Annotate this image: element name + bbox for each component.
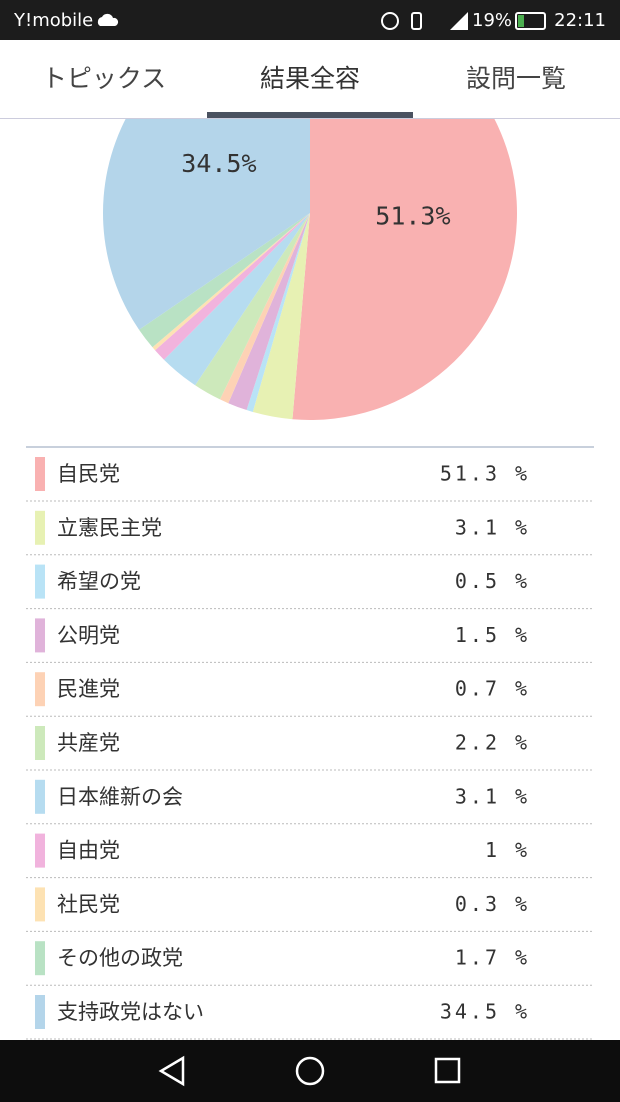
legend-unit: % <box>515 731 527 755</box>
legend-label: 公明党 <box>57 623 120 647</box>
tab-bar <box>0 40 620 118</box>
legend-unit: % <box>515 892 527 916</box>
legend-label: 共産党 <box>57 731 120 755</box>
legend-unit: % <box>515 784 527 808</box>
legend-swatch <box>35 726 45 760</box>
pie-slice <box>155 213 310 360</box>
legend-swatch <box>35 457 45 491</box>
pie-slice <box>139 213 310 348</box>
legend-swatch <box>35 564 45 599</box>
legend-swatch <box>35 941 45 976</box>
legend-unit: % <box>515 515 527 539</box>
clock: 22:11 <box>554 10 606 31</box>
tab-active[interactable]: 結果全容 <box>260 64 360 93</box>
pie-slice <box>163 213 310 386</box>
battery-percent: 19% <box>472 10 512 31</box>
recents-button[interactable] <box>434 1057 461 1084</box>
legend-label: 支持政党はない <box>57 1000 204 1024</box>
legend-swatch <box>35 618 45 653</box>
battery-icon <box>515 12 546 30</box>
back-button[interactable] <box>158 1055 185 1087</box>
pie-slice <box>152 213 310 351</box>
legend-value: 51.3 <box>440 462 500 486</box>
pie-slice <box>228 213 310 411</box>
legend-label: 民進党 <box>57 677 120 701</box>
home-button[interactable] <box>295 1056 325 1086</box>
legend-swatch <box>35 510 45 545</box>
legend-value: 1 <box>485 838 500 862</box>
pie-slice <box>195 213 310 400</box>
legend-value: 3.1 <box>455 515 500 539</box>
tab[interactable]: トピックス <box>42 64 166 93</box>
legend-unit: % <box>515 838 527 862</box>
legend-unit: % <box>515 946 527 970</box>
battery-level <box>518 15 524 27</box>
legend-label: 希望の党 <box>57 570 141 594</box>
legend-label: 社民党 <box>57 892 120 916</box>
pie-slice <box>220 213 310 404</box>
pie-slice <box>246 213 310 412</box>
signal-icon <box>450 12 468 30</box>
legend-value: 2.2 <box>455 731 500 755</box>
legend-swatch <box>35 672 45 707</box>
legend-unit: % <box>515 677 527 701</box>
legend-value: 0.5 <box>455 569 500 593</box>
legend-value: 34.5 <box>440 1000 500 1024</box>
tab-indicator <box>207 112 413 118</box>
legend-value: 3.1 <box>455 784 500 808</box>
legend-swatch <box>35 995 45 1029</box>
pie-slice <box>103 118 310 330</box>
vibrate-icon <box>411 12 422 30</box>
nav-bar <box>0 1040 620 1102</box>
slice-label: 34.5% <box>181 149 256 178</box>
legend-value: 0.3 <box>455 892 500 916</box>
legend-swatch <box>35 833 45 868</box>
carrier: Y!mobile <box>13 10 93 31</box>
slice-label: 51.3% <box>375 201 450 230</box>
pie-slice <box>292 118 517 420</box>
legend-value: 1.5 <box>455 623 500 647</box>
pie-slice <box>252 213 310 420</box>
legend-label: 立憲民主党 <box>57 516 162 540</box>
legend-swatch <box>35 779 45 814</box>
tab[interactable]: 設問一覧 <box>466 64 566 93</box>
legend-label: その他の政党 <box>57 946 183 970</box>
legend-value: 0.7 <box>455 677 500 701</box>
alarm-icon <box>381 12 399 30</box>
legend-swatch <box>35 887 45 922</box>
legend-list: 自民党 51.3 % 立憲民主党 3.1 % 希望の党 0.5 % 公明党 1.5 % 民進党 0.7 % 共… <box>26 457 594 1040</box>
legend-unit: % <box>515 623 527 647</box>
legend-label: 自民党 <box>57 462 120 486</box>
legend-label: 日本維新の会 <box>57 785 183 809</box>
legend-label: 自由党 <box>57 839 120 863</box>
legend-unit: % <box>515 462 527 486</box>
pie-chart: 51.3% 34.5% <box>103 118 517 420</box>
legend-unit: % <box>515 569 527 593</box>
legend-value: 1.7 <box>455 946 500 970</box>
cloud-icon <box>97 13 119 26</box>
legend-unit: % <box>515 1000 527 1024</box>
